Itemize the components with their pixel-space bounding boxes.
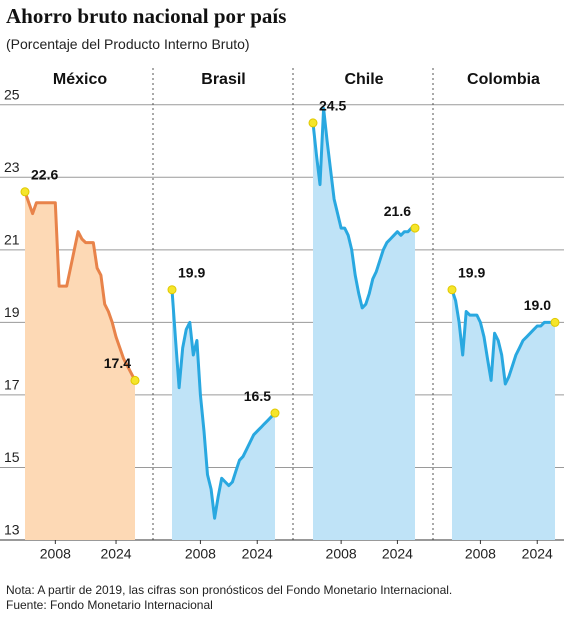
y-tick-label: 19: [4, 304, 20, 320]
x-tick-label: 2024: [100, 546, 131, 562]
area-fill: [172, 289, 275, 540]
subtitle: (Porcentaje del Producto Interno Bruto): [6, 36, 250, 52]
line: [450, 289, 555, 386]
x-tick-label: 2024: [242, 546, 273, 562]
title: Ahorro bruto nacional por país: [6, 4, 287, 28]
data-label: 21.6: [384, 203, 411, 219]
data-label: 19.0: [524, 297, 551, 313]
x-tick-label: 2024: [382, 546, 413, 562]
data-label: 19.9: [178, 264, 205, 280]
panel-title: Chile: [344, 71, 383, 88]
data-label: 19.9: [458, 264, 485, 280]
y-tick-label: 21: [4, 232, 20, 248]
highlight-point: [410, 223, 420, 233]
data-label: 16.5: [244, 388, 271, 404]
panel-title: Brasil: [201, 71, 245, 88]
y-tick-label: 15: [4, 449, 20, 465]
highlight-point: [20, 187, 30, 197]
highlight-point: [550, 317, 560, 327]
source: Fuente: Fondo Monetario Internacional: [6, 598, 213, 612]
panel-title: México: [53, 71, 107, 88]
highlight-point: [308, 118, 318, 128]
line: [23, 191, 137, 382]
highlight-point: [130, 375, 140, 385]
data-label: 17.4: [104, 355, 131, 371]
y-tick-label: 23: [4, 159, 20, 175]
line: [170, 289, 277, 520]
highlight-point: [167, 285, 177, 295]
area-fill: [452, 289, 555, 540]
note: Nota: A partir de 2019, las cifras son p…: [6, 583, 453, 597]
area-fill: [313, 108, 415, 541]
x-tick-label: 2008: [465, 546, 496, 562]
area-fill: [25, 191, 135, 541]
x-tick-label: 2008: [40, 546, 71, 562]
highlight-point: [447, 285, 457, 295]
chart: 13 15 17 19 21 23 25 México 22.6 17.4 2008 2024 Bras…: [0, 68, 564, 562]
line: [311, 106, 415, 310]
panel-title: Colombia: [467, 71, 540, 88]
data-label: 22.6: [31, 167, 58, 183]
x-tick-label: 2024: [522, 546, 553, 562]
highlight-point: [270, 408, 280, 418]
y-tick-label: 17: [4, 377, 20, 393]
y-tick-label: 13: [4, 522, 20, 538]
x-tick-label: 2008: [326, 546, 357, 562]
y-tick-label: 25: [4, 86, 20, 102]
x-tick-label: 2008: [185, 546, 216, 562]
data-label: 24.5: [319, 98, 346, 114]
